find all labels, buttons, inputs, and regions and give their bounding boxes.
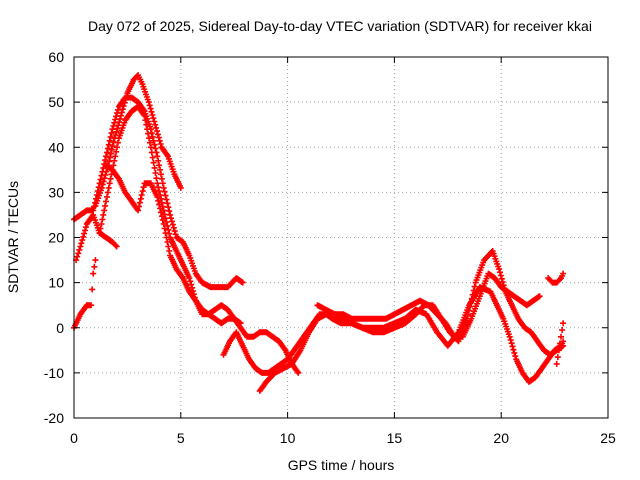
grid (74, 57, 608, 418)
series-8 (314, 270, 543, 340)
point-markers (220, 284, 567, 385)
x-tick-label: 25 (600, 430, 616, 446)
series-10 (553, 320, 567, 367)
point-markers (314, 270, 543, 340)
y-tick-label: 40 (48, 139, 64, 155)
point-markers (96, 103, 302, 376)
x-tick-label: 15 (387, 430, 403, 446)
series-3 (103, 162, 244, 327)
point-markers (545, 270, 567, 286)
series-6 (220, 284, 567, 385)
x-axis-label: GPS time / hours (288, 457, 395, 473)
x-tick-label: 10 (280, 430, 296, 446)
y-tick-label: 60 (48, 49, 64, 65)
chart-title: Day 072 of 2025, Sidereal Day-to-day VTE… (88, 18, 592, 34)
y-tick-label: 20 (48, 230, 64, 246)
x-tick-label: 5 (177, 430, 185, 446)
data-points (71, 72, 567, 394)
y-tick-label: 30 (48, 184, 64, 200)
y-tick-label: -20 (44, 410, 64, 426)
y-tick-label: 50 (48, 94, 64, 110)
series-5 (71, 257, 99, 331)
point-markers (73, 211, 120, 264)
y-tick-label: -10 (44, 365, 64, 381)
x-tick-label: 0 (70, 430, 78, 446)
point-markers (553, 320, 567, 367)
point-markers (256, 248, 567, 394)
point-markers (103, 162, 244, 327)
point-markers (71, 257, 99, 331)
y-axis-label: SDTVAR / TECUs (5, 181, 21, 293)
axis-ticks (73, 56, 609, 419)
series-7 (256, 248, 567, 394)
x-tick-labels: 0 5 10 15 20 25 (70, 430, 616, 446)
y-tick-label: 0 (56, 320, 64, 336)
series-4 (73, 211, 120, 264)
point-markers (92, 72, 184, 209)
series-1 (92, 72, 184, 209)
x-tick-label: 20 (493, 430, 509, 446)
series-2 (96, 103, 302, 376)
series-9 (545, 270, 567, 286)
y-tick-labels: -20 -10 0 10 20 30 40 50 60 (44, 49, 64, 426)
y-tick-label: 10 (48, 275, 64, 291)
